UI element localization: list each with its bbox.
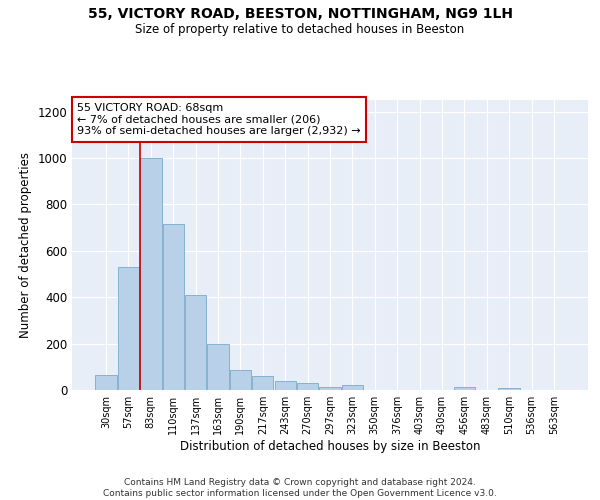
Text: Contains HM Land Registry data © Crown copyright and database right 2024.
Contai: Contains HM Land Registry data © Crown c… — [103, 478, 497, 498]
Bar — [95, 375, 117, 390]
Bar — [118, 267, 139, 390]
Bar — [454, 386, 475, 390]
Bar — [252, 376, 274, 390]
Bar — [499, 388, 520, 390]
Text: 55, VICTORY ROAD, BEESTON, NOTTINGHAM, NG9 1LH: 55, VICTORY ROAD, BEESTON, NOTTINGHAM, N… — [88, 8, 512, 22]
Y-axis label: Number of detached properties: Number of detached properties — [19, 152, 32, 338]
Bar — [342, 386, 363, 390]
Bar — [185, 295, 206, 390]
Bar — [275, 380, 296, 390]
Bar — [230, 370, 251, 390]
Bar — [163, 224, 184, 390]
Text: Size of property relative to detached houses in Beeston: Size of property relative to detached ho… — [136, 22, 464, 36]
Bar — [140, 158, 161, 390]
Bar — [297, 382, 318, 390]
Bar — [319, 386, 341, 390]
Text: Distribution of detached houses by size in Beeston: Distribution of detached houses by size … — [180, 440, 480, 453]
Text: 55 VICTORY ROAD: 68sqm
← 7% of detached houses are smaller (206)
93% of semi-det: 55 VICTORY ROAD: 68sqm ← 7% of detached … — [77, 103, 361, 136]
Bar — [208, 344, 229, 390]
